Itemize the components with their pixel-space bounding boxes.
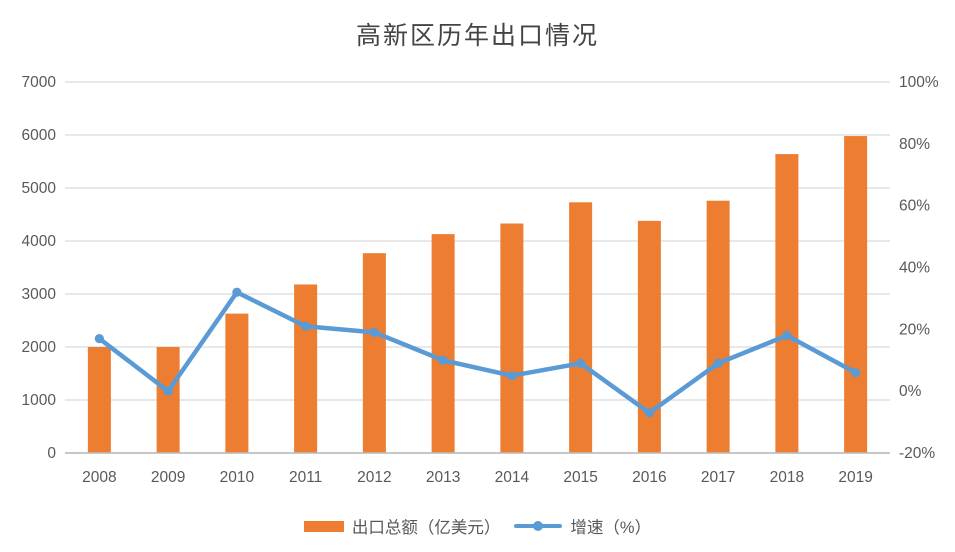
x-axis-year-label: 2009: [151, 469, 185, 486]
x-axis-year-label: 2018: [770, 469, 804, 486]
right-axis-tick-label: 80%: [899, 136, 930, 153]
x-axis-year-label: 2015: [563, 469, 597, 486]
x-axis-year-label: 2014: [495, 469, 530, 486]
line-swatch-dot-icon: [533, 521, 544, 531]
growth-point: [369, 327, 379, 338]
legend-growth-label: 增速（%）: [570, 519, 652, 537]
chart-legend: 出口总额（亿美元） 增速（%）: [0, 514, 955, 538]
left-axis-tick-label: 0: [47, 445, 56, 462]
right-axis-tick-label: 100%: [899, 74, 939, 91]
export-bar: [294, 284, 318, 453]
x-axis-year-label: 2010: [220, 469, 255, 486]
left-axis-tick-label: 7000: [22, 74, 57, 91]
legend-exports-label: 出口总额（亿美元）: [351, 519, 501, 537]
legend-item-exports: 出口总额（亿美元）: [303, 514, 501, 538]
legend-item-growth: 增速（%）: [514, 514, 651, 538]
right-axis-tick-label: -20%: [899, 445, 935, 462]
right-axis-tick-label: 40%: [899, 260, 930, 277]
growth-point: [576, 358, 586, 368]
growth-point: [713, 358, 723, 368]
x-axis-year-label: 2016: [632, 469, 666, 486]
chart-title: 高新区历年出口情况: [355, 23, 599, 50]
export-bar: [156, 347, 180, 453]
x-axis-year-label: 2019: [838, 469, 872, 486]
growth-point: [163, 386, 173, 396]
growth-point: [644, 408, 654, 418]
left-axis-tick-label: 4000: [22, 233, 57, 250]
left-axis-tick-label: 3000: [22, 286, 57, 303]
growth-point: [438, 355, 448, 365]
right-axis-tick-label: 60%: [899, 198, 930, 215]
export-bar: [500, 223, 524, 453]
bar-series-swatch-icon: [303, 520, 344, 532]
x-axis-year-label: 2011: [289, 469, 322, 486]
export-bar: [431, 234, 455, 453]
left-axis-tick-label: 5000: [22, 180, 57, 197]
export-bar: [844, 136, 868, 453]
growth-point: [507, 371, 517, 381]
x-axis-year-label: 2013: [426, 469, 460, 486]
right-axis-tick-label: 20%: [899, 321, 930, 338]
export-bar: [225, 313, 249, 453]
growth-line: [97, 289, 858, 416]
growth-point: [782, 330, 792, 341]
export-bar: [362, 253, 386, 453]
left-axis-tick-label: 6000: [22, 127, 57, 144]
x-axis-year-label: 2008: [82, 469, 116, 486]
export-bar: [637, 220, 661, 453]
export-bar: [706, 200, 730, 453]
growth-point: [94, 334, 104, 344]
x-axis-year-label: 2017: [701, 469, 735, 486]
export-bar: [775, 154, 799, 453]
x-axis-year-label: 2012: [357, 469, 391, 486]
left-axis-tick-label: 1000: [22, 392, 57, 409]
line-series-swatch-icon: [514, 521, 563, 531]
export-bar: [87, 347, 111, 453]
growth-point: [301, 321, 311, 331]
left-axis-tick-label: 2000: [22, 339, 57, 356]
right-axis-tick-label: 0%: [899, 383, 922, 400]
growth-point: [232, 287, 242, 297]
export-bar: [569, 202, 593, 453]
growth-point: [851, 368, 861, 378]
